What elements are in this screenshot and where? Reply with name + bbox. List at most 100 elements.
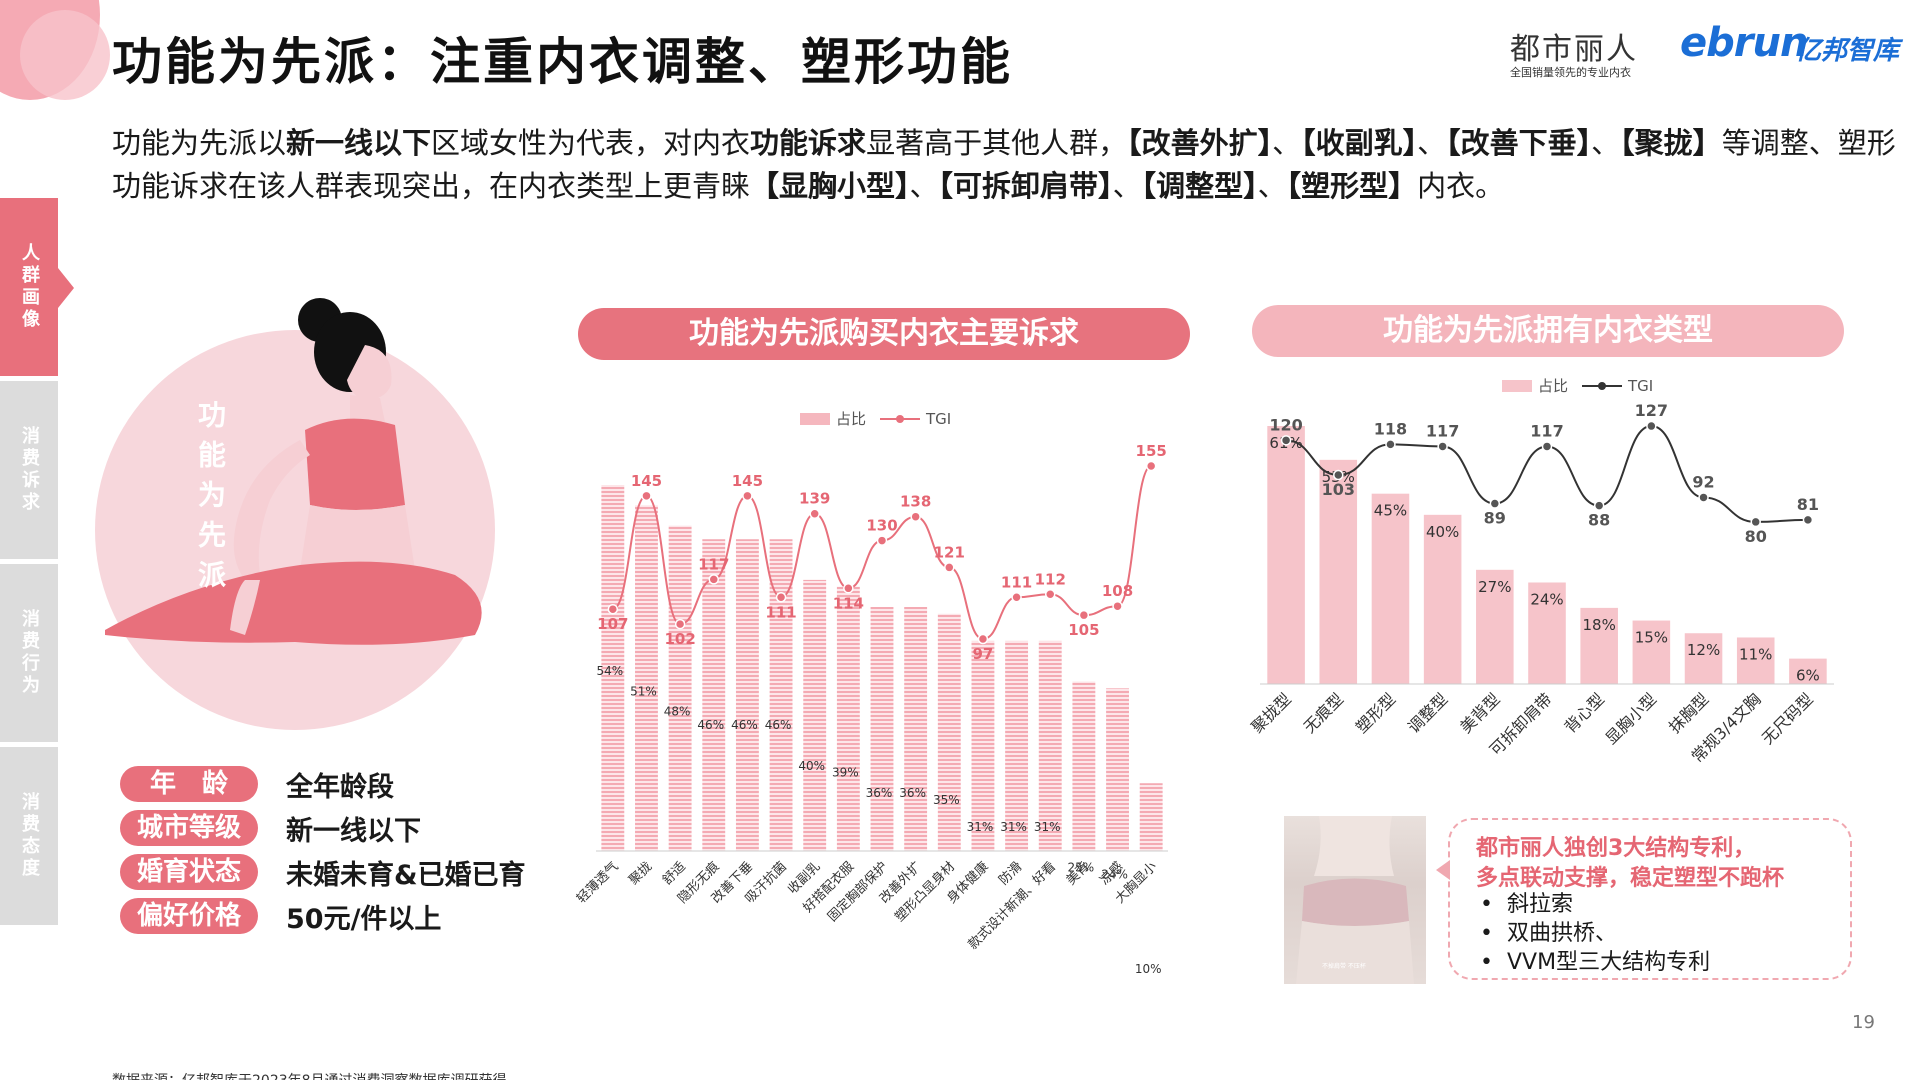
profile-tag: 偏好价格: [120, 898, 258, 934]
category-label: 聚拢型: [1248, 689, 1295, 736]
product-photo: 不掉肩带 不压杯: [1284, 816, 1426, 984]
tgi-value-label: 155: [1136, 442, 1167, 460]
yoga-woman-illustration: [105, 298, 482, 645]
tgi-value-label: 111: [765, 603, 796, 621]
profile-row-marital: 婚育状态 未婚未育&已婚已育: [120, 850, 580, 894]
bar: [1267, 426, 1305, 684]
category-label: 防滑: [996, 859, 1026, 889]
profile-row-price: 偏好价格 50元/件以上: [120, 894, 580, 938]
tgi-value-label: 111: [1001, 573, 1032, 591]
category-label: 显胸小型: [1601, 689, 1660, 748]
legend-label-share: 占比: [1538, 377, 1568, 395]
side-tab-audience[interactable]: 人群画像: [0, 198, 74, 376]
category-label: 抹胸型: [1665, 689, 1712, 736]
tgi-point: [1385, 439, 1396, 450]
tgi-value-label: 102: [664, 630, 695, 648]
tgi-point: [742, 490, 753, 502]
ebrun-logo-cn: 亿邦智库: [1795, 36, 1900, 66]
bar-value-label: 46%: [731, 718, 758, 732]
bar-value-label: 18%: [1583, 616, 1616, 634]
demand-chart: 占比 TGI54%轻薄透气51%聚拢48%舒适46%隐形无痕46%改善下垂46%吸…: [574, 410, 1168, 976]
bar-value-label: 31%: [967, 820, 994, 834]
profile-row-age: 年 龄 全年龄段: [120, 762, 580, 806]
category-label: 无尺码型: [1758, 689, 1817, 748]
tgi-point: [944, 562, 955, 573]
bar-value-label: 10%: [1135, 962, 1162, 976]
persona-vertical-label: 功能为先派: [194, 400, 227, 600]
bar: [1736, 637, 1775, 684]
tgi-value-label: 81: [1797, 495, 1819, 514]
tgi-value-label: 139: [799, 490, 830, 508]
category-label: 调整型: [1404, 689, 1451, 736]
promo-feature-item: 斜拉索: [1480, 890, 1710, 919]
tgi-value-label: 97: [973, 645, 994, 663]
tgi-point: [607, 603, 619, 615]
tgi-point: [1333, 469, 1344, 481]
chart-legend: 占比 TGI: [800, 410, 951, 428]
bar-value-label: 31%: [1034, 820, 1061, 834]
tgi-point: [1750, 516, 1761, 528]
side-navigation: 人群画像 消费诉求 消费行为 消费态度: [0, 198, 74, 930]
tgi-point: [775, 592, 787, 603]
tgi-value-label: 121: [934, 543, 965, 561]
legend-marker-tgi: [1598, 382, 1606, 390]
bar-value-label: 25%: [1068, 861, 1095, 875]
illustration-circle: [95, 330, 495, 730]
category-label: 舒适: [660, 859, 689, 888]
ebrun-logo: ebrun: [1680, 20, 1808, 66]
tgi-point: [1802, 514, 1814, 526]
chart-legend: 占比 TGI: [1502, 377, 1653, 395]
category-label: 无痕型: [1300, 689, 1347, 736]
category-label: 美背型: [1456, 689, 1503, 736]
tgi-point: [1280, 435, 1292, 446]
tgi-value-label: 105: [1068, 621, 1099, 639]
bar-value-label: 24%: [1530, 590, 1563, 608]
bar: [971, 640, 995, 851]
decorative-circle-small: [20, 10, 110, 100]
bar-value-label: 31%: [1000, 820, 1027, 834]
promo-headline-2: 多点联动支撑，稳定塑型不跑杯: [1476, 866, 1785, 891]
profile-value: 未婚未育&已婚已育: [286, 859, 526, 891]
bar: [601, 485, 625, 851]
bar: [904, 607, 928, 851]
side-tab-behavior[interactable]: 消费行为: [0, 564, 58, 742]
profile-row-city: 城市等级 新一线以下: [120, 806, 580, 850]
category-label: 聚拢: [626, 859, 655, 888]
bar: [735, 539, 759, 851]
bar: [870, 607, 894, 851]
legend-swatch-share: [800, 413, 830, 425]
bar-value-label: 46%: [765, 718, 792, 732]
tgi-value-label: 117: [1426, 421, 1459, 440]
tgi-value-label: 107: [597, 615, 628, 633]
brand-logo: 都市丽人: [1510, 32, 1638, 67]
legend-swatch-share: [1502, 380, 1532, 392]
bar-value-label: 36%: [866, 786, 893, 800]
tgi-point: [1593, 500, 1605, 511]
bar-value-label: 36%: [899, 786, 926, 800]
bar: [1038, 640, 1062, 851]
bar-value-label: 27%: [1478, 578, 1511, 596]
bar: [668, 525, 692, 851]
bra-type-chart: 占比TGI61%聚拢型53%无痕型45%塑形型40%调整型27%美背型24%可拆…: [1248, 377, 1834, 766]
category-label: 塑形型: [1352, 689, 1399, 736]
side-tab-attitude[interactable]: 消费态度: [0, 747, 58, 925]
profile-value: 50元/件以上: [286, 903, 442, 935]
page-number: 19: [1852, 1012, 1875, 1033]
side-tab-demand[interactable]: 消费诉求: [0, 381, 58, 559]
bar-value-label: 39%: [832, 766, 859, 780]
tgi-value-label: 108: [1102, 582, 1133, 600]
bar-value-label: 40%: [798, 759, 825, 773]
bar: [937, 613, 961, 851]
profile-tag: 城市等级: [120, 810, 258, 846]
promo-feature-item: 双曲拱桥、: [1480, 919, 1710, 948]
left-chart-title: 功能为先派购买内衣主要诉求: [578, 308, 1190, 360]
legend-label-tgi: TGI: [1627, 377, 1653, 395]
bar: [702, 539, 726, 851]
tgi-value-label: 127: [1635, 401, 1668, 420]
tgi-point: [1698, 492, 1709, 503]
bar: [1072, 681, 1096, 851]
promo-feature-list: 斜拉索 双曲拱桥、 VVM型三大结构专利: [1480, 890, 1710, 977]
bar-value-label: 40%: [1426, 523, 1459, 541]
category-label: 背心型: [1561, 689, 1608, 736]
bar: [836, 586, 860, 851]
